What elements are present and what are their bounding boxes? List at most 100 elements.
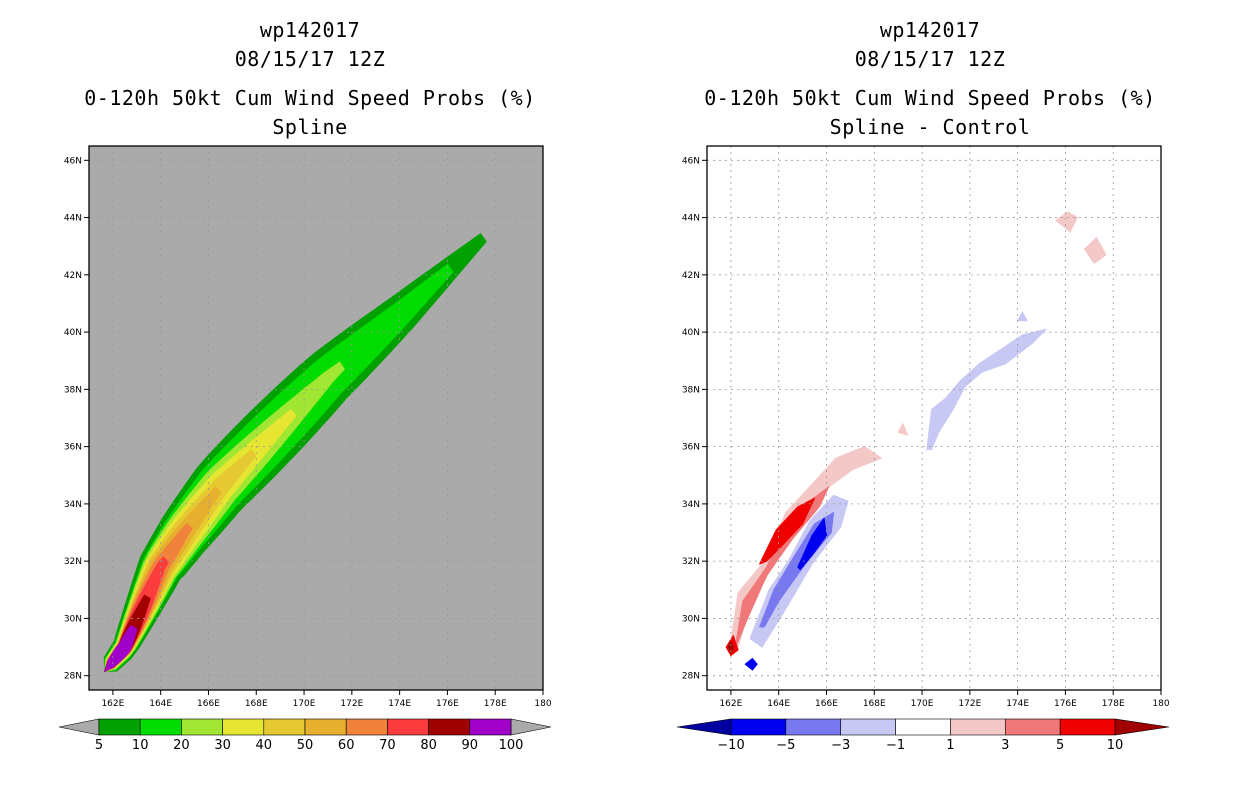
x-tick-label: 162E: [101, 699, 124, 709]
contour-region-neg-1-speck: [1017, 311, 1028, 322]
x-tick-label: 174E: [388, 699, 411, 709]
colorbar-box: [222, 718, 265, 736]
y-tick-label: 44N: [64, 214, 82, 224]
colorbar-box: [950, 718, 1006, 736]
contour-region-pos-10: [728, 640, 734, 654]
x-tick-label: 172E: [958, 699, 981, 709]
colorbar-over-arrow: [510, 718, 552, 736]
x-tick-label: 176E: [1054, 699, 1077, 709]
y-tick-label: 40N: [64, 328, 82, 338]
left-datetime: 08/15/17 12Z: [234, 47, 386, 71]
contour-region-pos-3: [735, 486, 830, 648]
colorbar-box: [730, 718, 787, 736]
x-tick-label: 164E: [767, 699, 790, 709]
colorbar-under-arrow: [58, 718, 100, 736]
colorbar-label: −3: [831, 738, 850, 753]
colorbar-label: 20: [173, 738, 190, 753]
contour-region-pos-ne: [1055, 211, 1078, 233]
y-tick-label: 38N: [64, 385, 82, 395]
colorbar-box: [785, 718, 842, 736]
colorbar-box: [428, 718, 471, 736]
y-tick-label: 44N: [682, 214, 700, 224]
contour-region-pos-5: [759, 497, 815, 565]
colorbar-label: 50: [297, 738, 314, 753]
x-tick-label: 170E: [293, 699, 316, 709]
colorbar-label: 90: [462, 738, 479, 753]
x-tick-label: 166E: [815, 699, 838, 709]
colorbar-label: −1: [886, 738, 905, 753]
colorbar-label: −5: [776, 738, 795, 753]
x-tick-label: 180: [534, 699, 551, 709]
x-tick-label: 170E: [911, 699, 934, 709]
colorbar-label: 5: [95, 738, 103, 753]
chart-panel-1: 162E 164E 166E 168E 170E 172E 174E 176E 178E 180 2…: [676, 145, 1170, 753]
colorbar-label: 1: [946, 738, 954, 753]
left-panel-title: wp142017 08/15/17 12Z 0-120h 50kt Cum Wi…: [20, 16, 600, 142]
y-tick-label: 42N: [682, 271, 700, 281]
x-tick-label: 174E: [1006, 699, 1029, 709]
contour-region-pos-ne2: [1084, 237, 1107, 264]
contour-region-neg-spot: [744, 658, 758, 671]
colorbar-label: 100: [499, 738, 524, 753]
x-tick-label: 180: [1152, 699, 1169, 709]
x-tick-label: 166E: [197, 699, 220, 709]
y-tick-label: 40N: [682, 328, 700, 338]
left-storm-id: wp142017: [259, 18, 361, 42]
plot-frame: [88, 145, 544, 691]
right-chart-title: 0-120h 50kt Cum Wind Speed Probs (%): [704, 86, 1156, 110]
colorbar-label: 10: [132, 738, 149, 753]
colorbar-label: 70: [379, 738, 396, 753]
colorbar-box: [263, 718, 306, 736]
colorbar-label: 60: [338, 738, 355, 753]
colorbar-label: 10: [1107, 738, 1124, 753]
left-chart-subtitle: Spline: [272, 115, 348, 139]
colorbar-box: [469, 718, 512, 736]
colorbar-label: −10: [717, 738, 744, 753]
colorbar-box: [1004, 718, 1061, 736]
y-tick-label: 32N: [64, 557, 82, 567]
right-datetime: 08/15/17 12Z: [854, 47, 1006, 71]
contour-field: [103, 233, 487, 673]
y-tick-label: 28N: [64, 672, 82, 682]
x-tick-label: 164E: [149, 699, 172, 709]
colorbar-box: [139, 718, 182, 736]
colorbar-label: 40: [256, 738, 273, 753]
right-storm-id: wp142017: [879, 18, 981, 42]
x-tick-label: 176E: [436, 699, 459, 709]
x-tick-label: 178E: [1102, 699, 1125, 709]
right-panel-title: wp142017 08/15/17 12Z 0-120h 50kt Cum Wi…: [640, 16, 1220, 142]
x-tick-label: 168E: [863, 699, 886, 709]
colorbar-label: 80: [420, 738, 437, 753]
plot-frame: [706, 145, 1162, 691]
y-tick-label: 38N: [682, 385, 700, 395]
y-tick-label: 46N: [682, 156, 700, 166]
y-tick-label: 30N: [682, 614, 700, 624]
y-tick-label: 46N: [64, 156, 82, 166]
contour-band-5: [103, 233, 487, 672]
colorbar-box: [387, 718, 429, 736]
contour-band-10: [104, 263, 454, 672]
colorbar-1: −10 −5 −3 −1 1 3 5 10: [676, 718, 1170, 753]
contour-region-neg-5: [797, 517, 827, 571]
colorbar-box: [304, 718, 347, 736]
x-tick-label: 168E: [245, 699, 268, 709]
x-tick-label: 162E: [719, 699, 742, 709]
chart-panel-0: 162E 164E 166E 168E 170E 172E 174E 176E 178E 180 2…: [58, 145, 552, 753]
x-tick-label: 178E: [484, 699, 507, 709]
colorbar-box: [181, 718, 223, 736]
y-tick-label: 34N: [682, 500, 700, 510]
colorbar-under-arrow: [676, 718, 732, 736]
y-tick-label: 42N: [64, 271, 82, 281]
colorbar-over-arrow: [1114, 718, 1170, 736]
colorbar-box: [98, 718, 141, 736]
y-tick-label: 34N: [64, 500, 82, 510]
y-tick-label: 30N: [64, 614, 82, 624]
colorbar-0: 5 10 20 30 40 50 60 70 80 90 100: [58, 718, 552, 753]
x-tick-label: 172E: [340, 699, 363, 709]
colorbar-box: [840, 718, 896, 736]
y-tick-label: 28N: [682, 672, 700, 682]
contour-region-pos-small: [897, 423, 909, 436]
colorbar-label: 30: [214, 738, 231, 753]
colorbar-box: [1059, 718, 1116, 736]
